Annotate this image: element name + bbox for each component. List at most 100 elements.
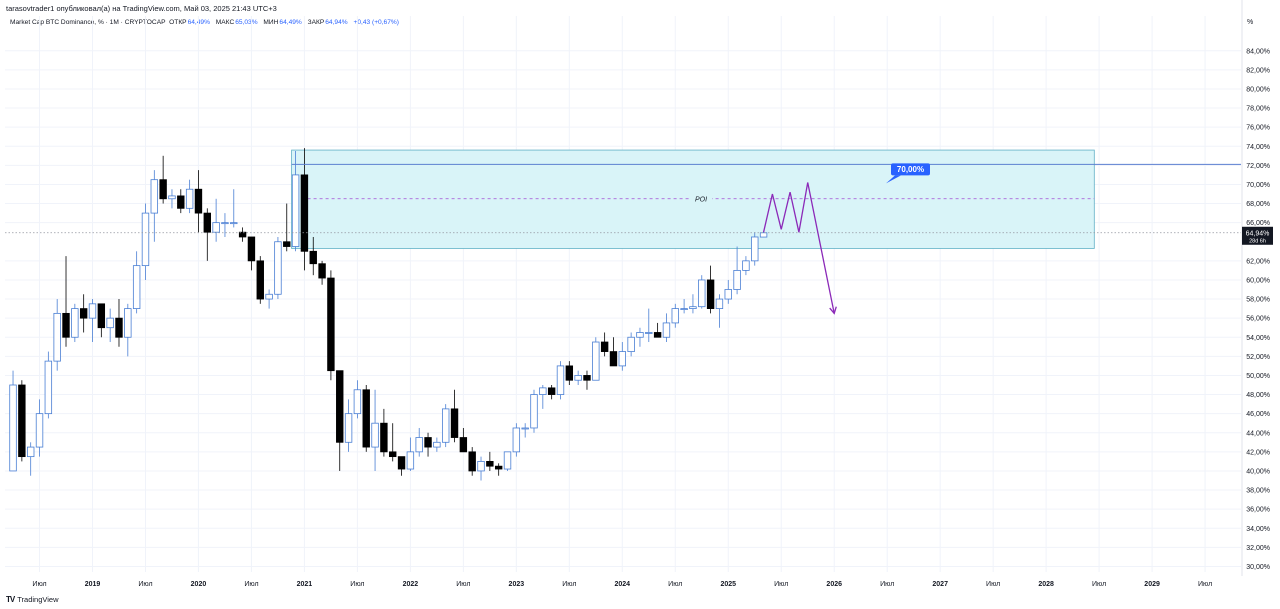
time-tick-label: Июл [986, 581, 1000, 588]
candle-body [565, 365, 574, 381]
candle [459, 427, 468, 453]
candle-body [698, 279, 706, 308]
price-tick-label: 72,00% [1246, 163, 1270, 170]
candle-body [406, 451, 415, 470]
tradingview-logo-icon: TV [6, 595, 15, 604]
price-tick-label: 56,00% [1246, 316, 1270, 323]
poi-label-bg [690, 193, 712, 204]
candle [327, 270, 335, 381]
time-tick-label: Июл [350, 581, 364, 588]
candle [177, 189, 185, 214]
target-badge[interactable] [891, 163, 930, 176]
candle [609, 337, 618, 367]
tradingview-brand: TradingView [17, 595, 59, 604]
candle [88, 299, 97, 343]
candle-body [247, 236, 256, 262]
candle-body [512, 427, 521, 453]
candle [265, 289, 273, 309]
candle-body [618, 351, 626, 367]
candle [671, 303, 679, 328]
time-tick-label: 2025 [720, 581, 736, 588]
candle [600, 332, 609, 357]
poi-zone[interactable]: POI [291, 149, 1095, 249]
candle [583, 370, 591, 390]
candle [9, 370, 17, 472]
tradingview-footer: TV TradingView [6, 595, 59, 604]
candle [724, 279, 732, 304]
candle [645, 308, 653, 343]
candle-body [724, 289, 732, 300]
time-tick-label: Июл [880, 581, 894, 588]
candle [79, 294, 88, 333]
candle-body [715, 298, 724, 309]
grid-lines [5, 0, 1243, 576]
price-tick-label: 36,00% [1246, 507, 1270, 514]
candle-body [645, 332, 653, 334]
price-tick-label: 44,00% [1246, 430, 1270, 437]
time-tick-label: 2020 [191, 581, 207, 588]
candle-body [521, 427, 529, 430]
symbol-name[interactable]: Market Cap BTC Dominance, % · 1M · CRYPT… [10, 19, 166, 26]
candle [486, 451, 494, 471]
candle [203, 208, 211, 261]
candle [97, 303, 106, 338]
candle-body [539, 387, 547, 395]
candle-body [397, 456, 406, 470]
candle [574, 370, 582, 385]
candle-body [221, 222, 229, 225]
candle [309, 236, 317, 276]
price-tick-label: 32,00% [1246, 545, 1270, 552]
candle [35, 399, 44, 457]
candle-body [132, 265, 141, 309]
candle [397, 456, 406, 476]
projection-path [762, 182, 835, 314]
candle-body [353, 389, 362, 415]
candle [715, 294, 724, 328]
candle-body [574, 375, 582, 381]
candle [353, 380, 362, 419]
close-value: 64,94% [325, 19, 348, 26]
candle-body [600, 341, 609, 352]
high-value: 65,03% [235, 19, 258, 26]
candle [503, 451, 512, 471]
candle-body [592, 341, 600, 381]
candle [389, 423, 397, 462]
price-axis[interactable]: 30,00% 32,00% 34,00% 36,00% 38,00% 40,00% 42,0… [1242, 48, 1273, 571]
candle [230, 189, 238, 228]
candle-body [265, 293, 273, 300]
candle [556, 361, 565, 400]
candle [441, 404, 450, 448]
time-tick-label: 2026 [826, 581, 842, 588]
candle [618, 342, 626, 371]
candle [150, 170, 159, 242]
candle-body [230, 222, 238, 225]
time-tick-label: Июл [138, 581, 152, 588]
candle-body [238, 231, 247, 238]
price-tick-label: 60,00% [1246, 277, 1270, 284]
candle-body [530, 394, 538, 429]
price-tick-label: 34,00% [1246, 526, 1270, 533]
candle [698, 275, 706, 309]
price-tick-label: 46,00% [1246, 411, 1270, 418]
candle [751, 232, 759, 266]
price-tick-label: 78,00% [1246, 106, 1270, 113]
candle-body [486, 460, 494, 467]
candle-body [283, 241, 291, 247]
candle-body [733, 269, 741, 290]
candle [159, 155, 167, 204]
candle-body [671, 308, 679, 324]
time-tick-label: Июл [1198, 581, 1212, 588]
candle [680, 299, 688, 314]
candle [300, 148, 309, 271]
candle [627, 332, 635, 357]
candle [221, 213, 229, 237]
candle-body [636, 332, 644, 338]
time-tick-label: 2027 [932, 581, 948, 588]
candle-body [503, 451, 512, 470]
projection-arrow-icon [829, 306, 837, 315]
price-tick-label: 76,00% [1246, 125, 1270, 132]
candle [274, 236, 282, 300]
time-axis[interactable]: Июл 2019 Июл 2020 Июл 2021 Июл 2022 Июл 2023 Июл 20… [32, 581, 1212, 588]
target-badge-pointer [886, 175, 901, 184]
